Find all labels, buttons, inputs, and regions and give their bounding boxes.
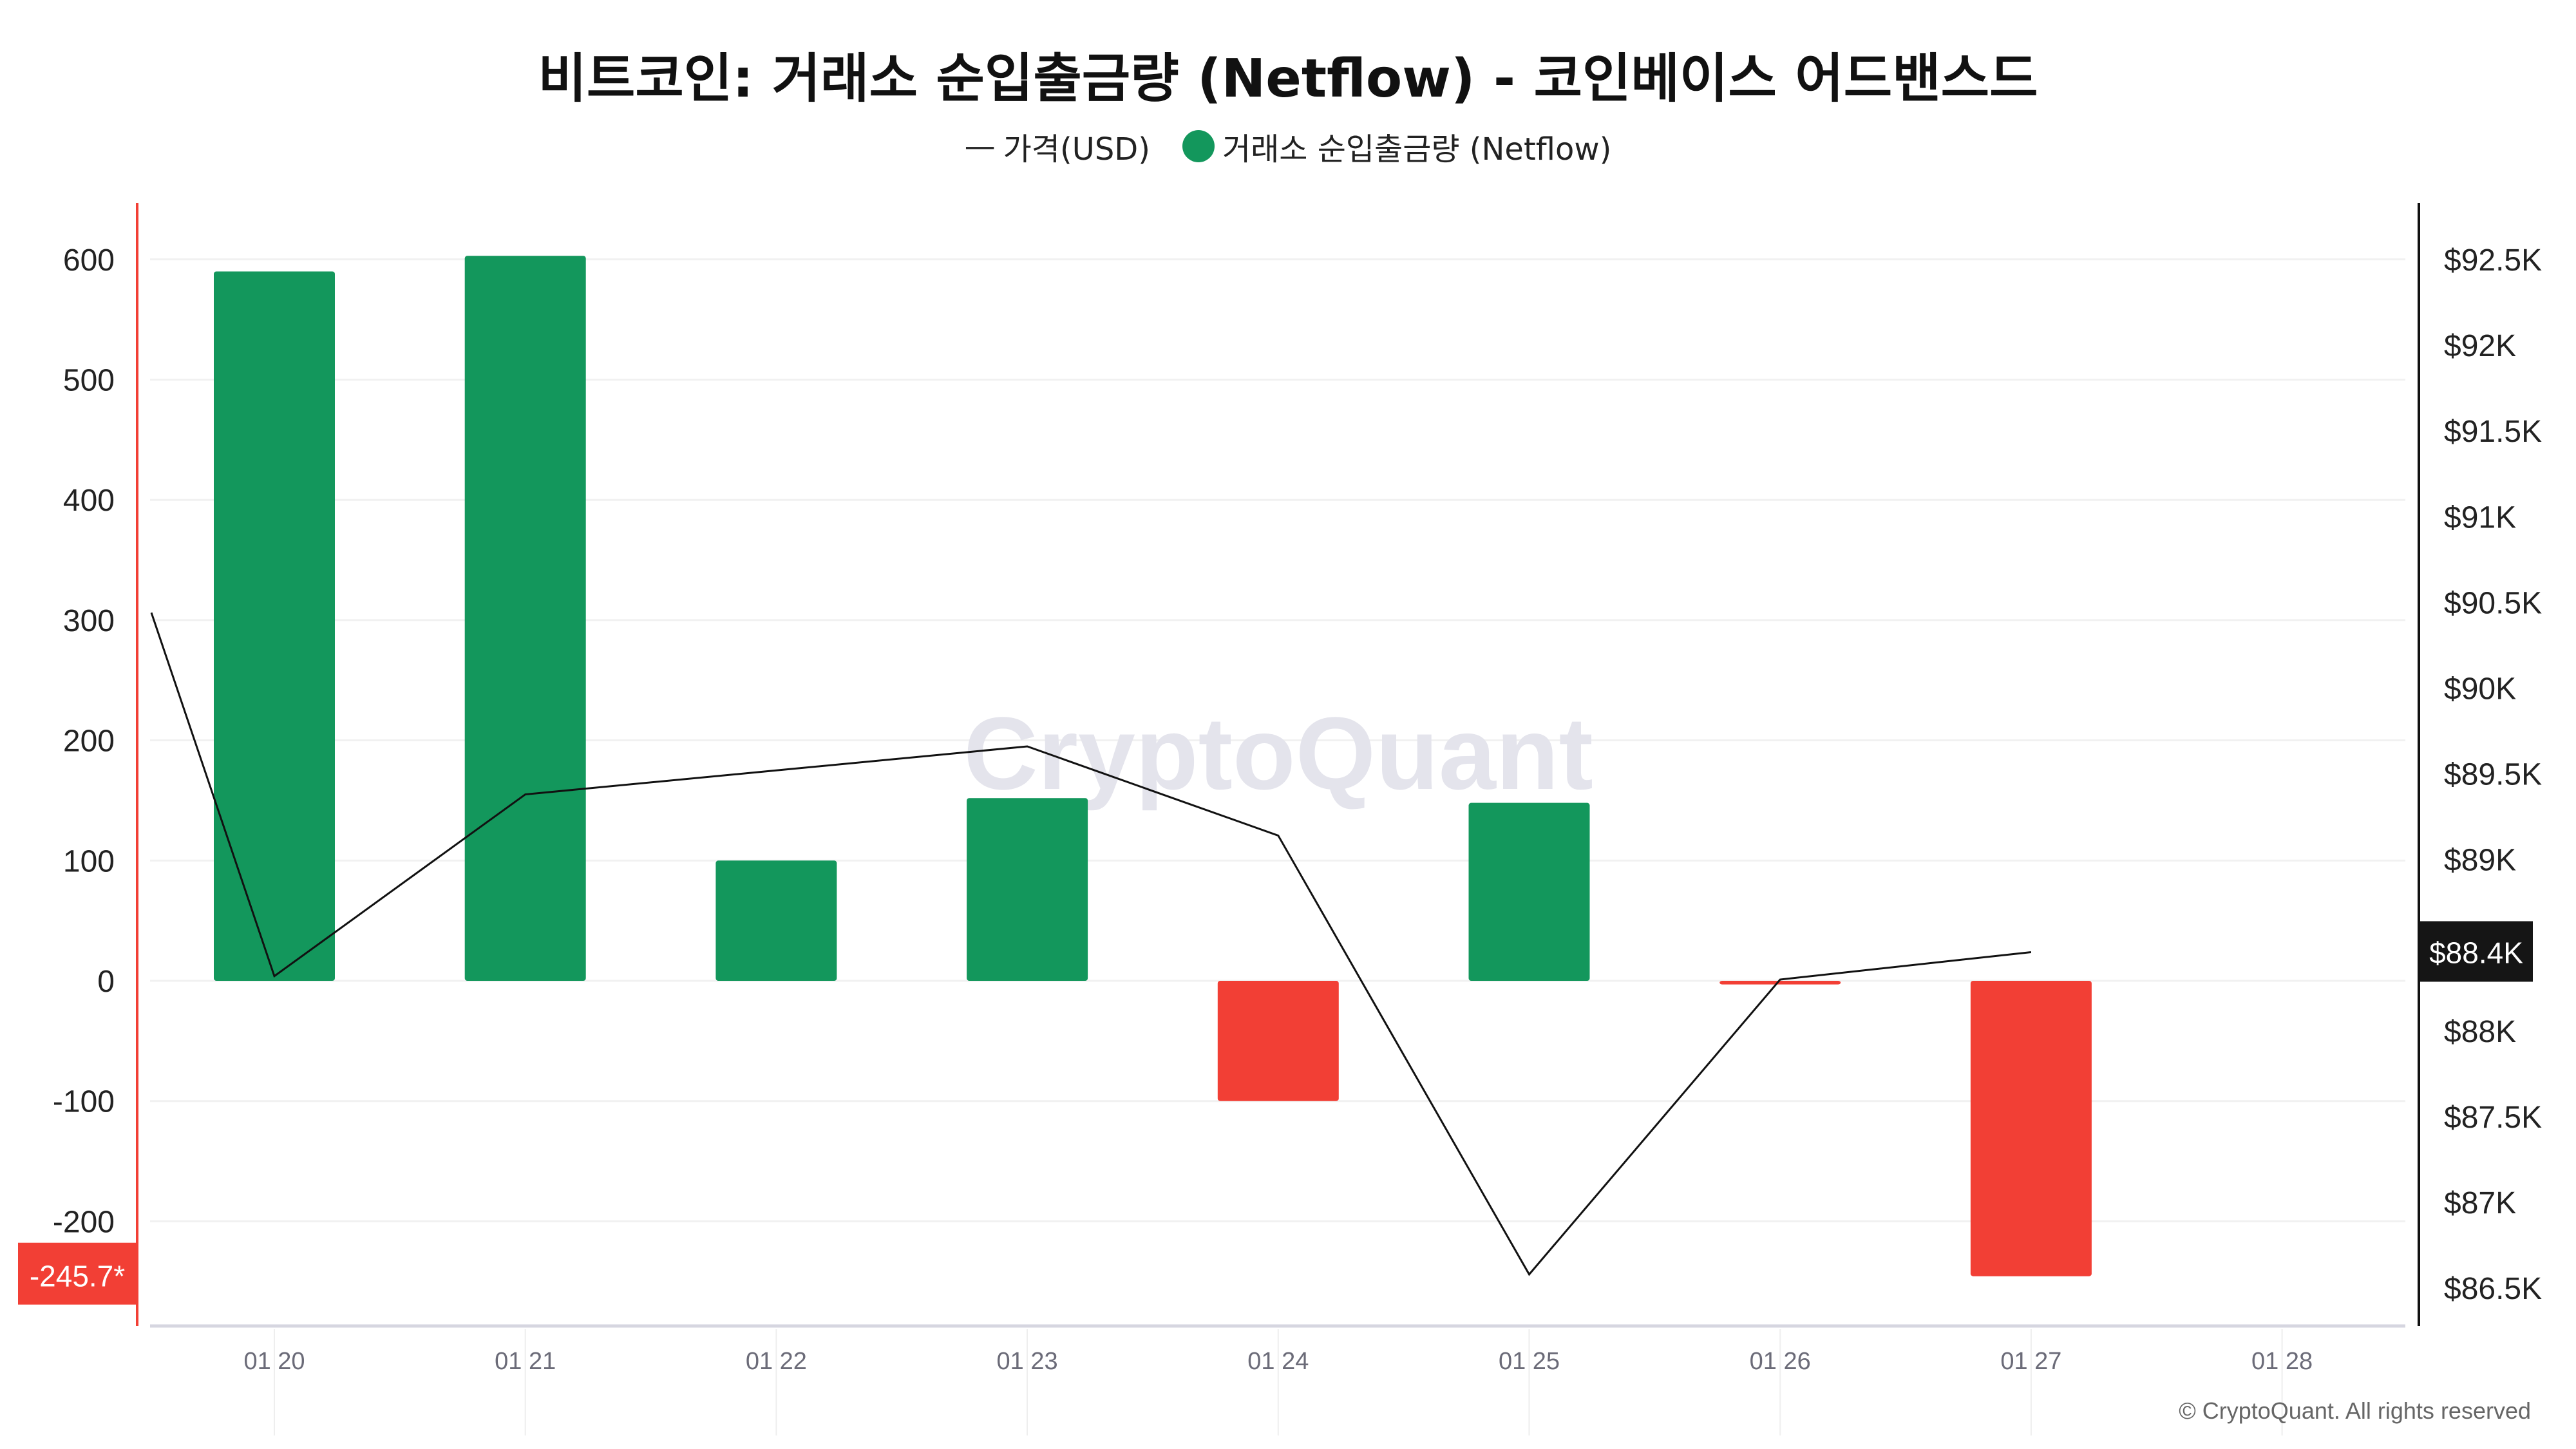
x-tick-label: 01 20 — [243, 1348, 305, 1375]
y-left-tick-label: 300 — [63, 604, 115, 638]
current-price-badge — [2420, 921, 2533, 982]
x-tick-label: 01 23 — [997, 1348, 1058, 1375]
watermark: CryptoQuant — [963, 696, 1593, 811]
y-right-tick-label: $87K — [2444, 1186, 2516, 1220]
chart-title: 비트코인: 거래소 순입출금량 (Netflow) - 코인베이스 어드밴스드 — [538, 48, 2038, 109]
y-left-tick-label: 600 — [63, 243, 115, 278]
price-line — [150, 612, 2032, 1276]
y-right-tick-label: $90K — [2444, 672, 2516, 706]
current-price-label: $88.4K — [2429, 936, 2523, 969]
y-right-tick-label: $88K — [2444, 1015, 2516, 1049]
y-right-tick-label: $92.5K — [2444, 243, 2542, 278]
copyright: © CryptoQuant. All rights reserved — [2179, 1397, 2531, 1424]
x-tick-label: 01 24 — [1247, 1348, 1309, 1375]
legend-item-netflow[interactable]: 거래소 순입출금량 (Netflow) — [1182, 124, 1611, 169]
y-left-tick-label: -200 — [53, 1205, 115, 1239]
y-right-tick-label: $87.5K — [2444, 1101, 2542, 1135]
current-netflow-label: -245.7* — [30, 1260, 125, 1293]
netflow-bar — [1217, 981, 1339, 1101]
y-right-tick-label: $90.5K — [2444, 586, 2542, 620]
line-legend-icon: — — [964, 128, 996, 164]
legend-item-price[interactable]: — 가격(USD) — [965, 124, 1150, 169]
x-tick-label: 01 21 — [495, 1348, 556, 1375]
x-tick-label: 01 25 — [1499, 1348, 1560, 1375]
y-left-tick-label: 500 — [63, 364, 115, 398]
netflow-bar — [464, 256, 586, 981]
circle-legend-icon — [1182, 130, 1215, 162]
y-right-tick-label: $89K — [2444, 844, 2516, 878]
netflow-bar — [715, 860, 837, 981]
x-tick-label: 01 22 — [746, 1348, 807, 1375]
y-left-tick-label: 100 — [63, 844, 115, 878]
x-tick-label: 01 26 — [1750, 1348, 1811, 1375]
y-left-tick-label: -100 — [53, 1085, 115, 1119]
x-tick-label: 01 27 — [2000, 1348, 2061, 1375]
current-netflow-badge — [18, 1242, 137, 1305]
legend: — 가격(USD) 거래소 순입출금량 (Netflow) — [0, 124, 2576, 169]
netflow-bar — [1719, 981, 1841, 985]
y-left-tick-label: 0 — [97, 965, 115, 999]
y-right-tick-label: $86.5K — [2444, 1272, 2542, 1306]
legend-label-netflow: 거래소 순입출금량 (Netflow) — [1222, 131, 1612, 167]
netflow-bar — [967, 798, 1088, 981]
netflow-bar — [1970, 981, 2092, 1276]
netflow-bar — [214, 271, 335, 981]
legend-label-price: 가격(USD) — [1003, 131, 1150, 167]
netflow-bar — [1468, 802, 1590, 981]
y-right-tick-label: $91K — [2444, 500, 2516, 535]
x-tick-label: 01 28 — [2251, 1348, 2313, 1375]
y-right-tick-label: $89.5K — [2444, 758, 2542, 792]
y-right-tick-label: $91.5K — [2444, 415, 2542, 449]
y-right-tick-label: $92K — [2444, 329, 2516, 363]
y-left-tick-label: 400 — [63, 484, 115, 518]
y-left-tick-label: 200 — [63, 724, 115, 759]
